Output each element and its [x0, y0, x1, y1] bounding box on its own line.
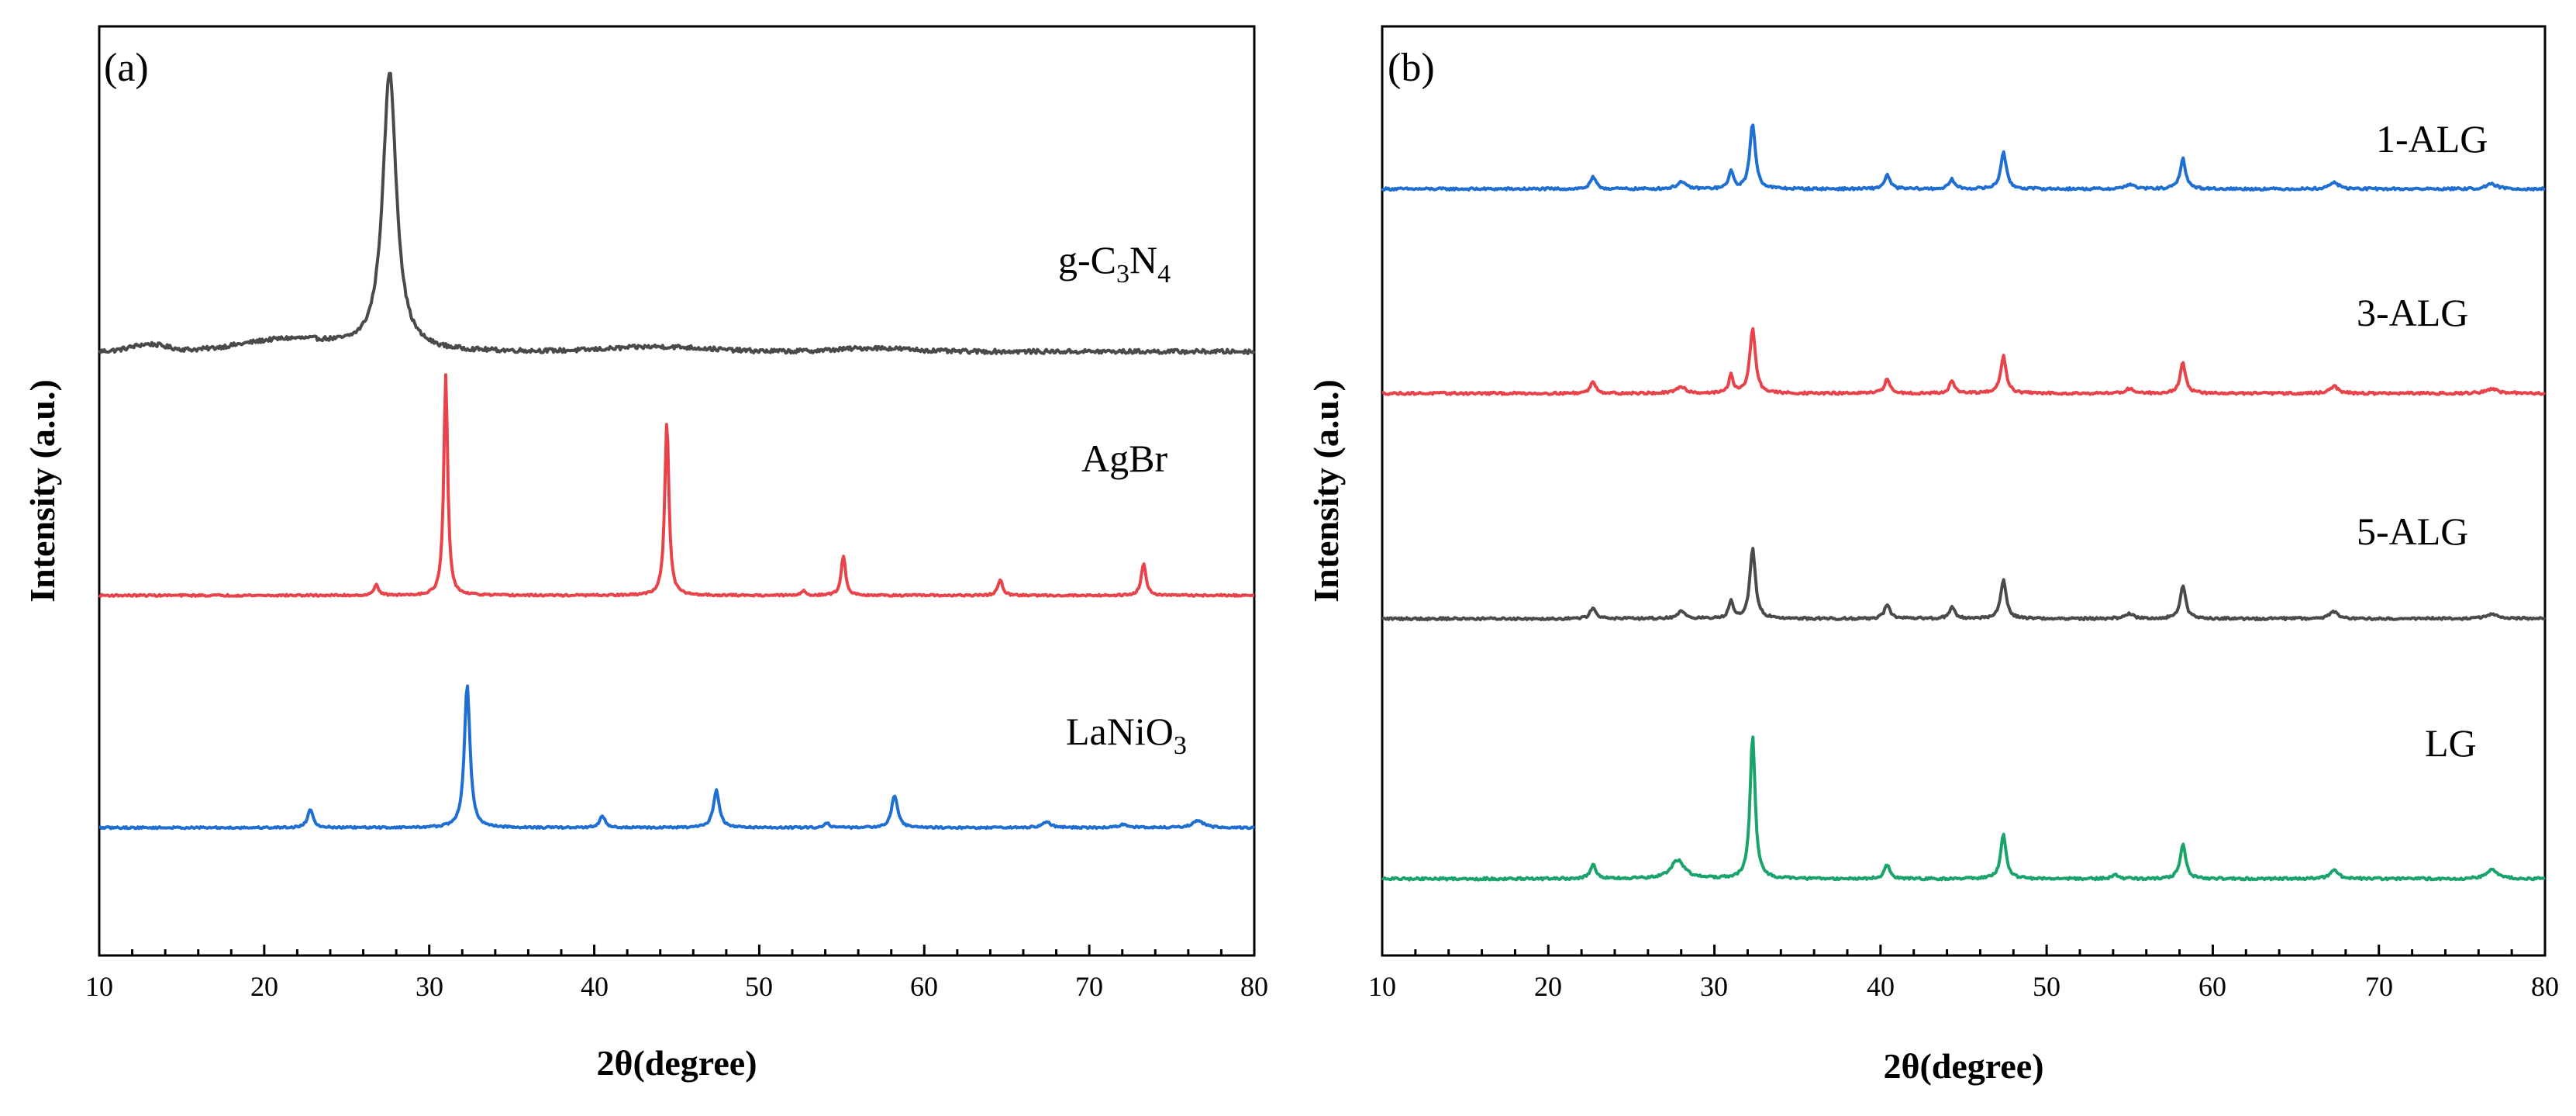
panel-a-series: [98, 71, 1256, 831]
x-tick-label: 60: [910, 971, 938, 1002]
panel-a-y-axis-title: Intensity (a.u.): [22, 379, 62, 603]
x-tick-label: 70: [2365, 971, 2393, 1002]
panel-a-frame: [98, 25, 1256, 957]
panel-a-label: (a): [104, 46, 149, 90]
x-tick-label: 20: [250, 971, 278, 1002]
panel-a-tick-labels: 10 20 30 40 50 60 70 80: [85, 971, 1268, 1002]
series-line-1-alg: [1381, 123, 2546, 192]
x-tick-label: 30: [1700, 971, 1728, 1002]
x-tick-label: 60: [2198, 971, 2226, 1002]
panel-a-ticks: [98, 945, 1256, 955]
x-tick-label: 30: [416, 971, 443, 1002]
x-tick-label: 40: [581, 971, 609, 1002]
panel-b: (b) 10 20 30 40 50 60 70 80 2θ(degree) I…: [1306, 25, 2559, 1086]
panel-b-tick-labels: 10 20 30 40 50 60 70 80: [1368, 971, 2559, 1002]
series-label-1-alg: 1-ALG: [2376, 117, 2488, 161]
series-line-agbr: [98, 373, 1255, 598]
panel-a: (a) 10 20 30 40 50 60 70 80 2θ(degree) I…: [22, 25, 1268, 1083]
series-line-g-c3n4: [98, 71, 1256, 355]
panel-b-frame: [1381, 25, 2547, 957]
series-label-3-alg: 3-ALG: [2357, 291, 2468, 334]
panel-b-series: [1381, 123, 2546, 882]
series-label-5-alg: 5-ALG: [2357, 510, 2468, 553]
series-label-agbr: AgBr: [1081, 437, 1167, 480]
series-label-lanio3: LaNiO3: [1066, 710, 1187, 760]
panel-a-x-axis-title: 2θ(degree): [596, 1043, 757, 1083]
series-line-lanio3: [98, 684, 1256, 831]
x-tick-label: 20: [1534, 971, 1562, 1002]
series-line-5-alg: [1381, 547, 2546, 622]
x-tick-label: 40: [1867, 971, 1895, 1002]
x-tick-label: 80: [1240, 971, 1268, 1002]
panel-b-y-axis-title: Intensity (a.u.): [1306, 379, 1346, 603]
series-line-3-alg: [1381, 327, 2546, 396]
series-label-g-c3n4: g-C3N4: [1058, 238, 1171, 289]
x-tick-label: 10: [85, 971, 113, 1002]
x-tick-label: 50: [745, 971, 773, 1002]
x-tick-label: 70: [1075, 971, 1103, 1002]
panel-b-ticks: [1381, 945, 2547, 955]
series-label-lg: LG: [2425, 721, 2477, 765]
panel-b-label: (b): [1388, 46, 1435, 90]
x-tick-label: 80: [2531, 971, 2559, 1002]
panel-b-x-axis-title: 2θ(degree): [1883, 1046, 2043, 1086]
x-tick-label: 10: [1368, 971, 1396, 1002]
series-line-lg: [1381, 735, 2546, 882]
x-tick-label: 50: [2033, 971, 2060, 1002]
